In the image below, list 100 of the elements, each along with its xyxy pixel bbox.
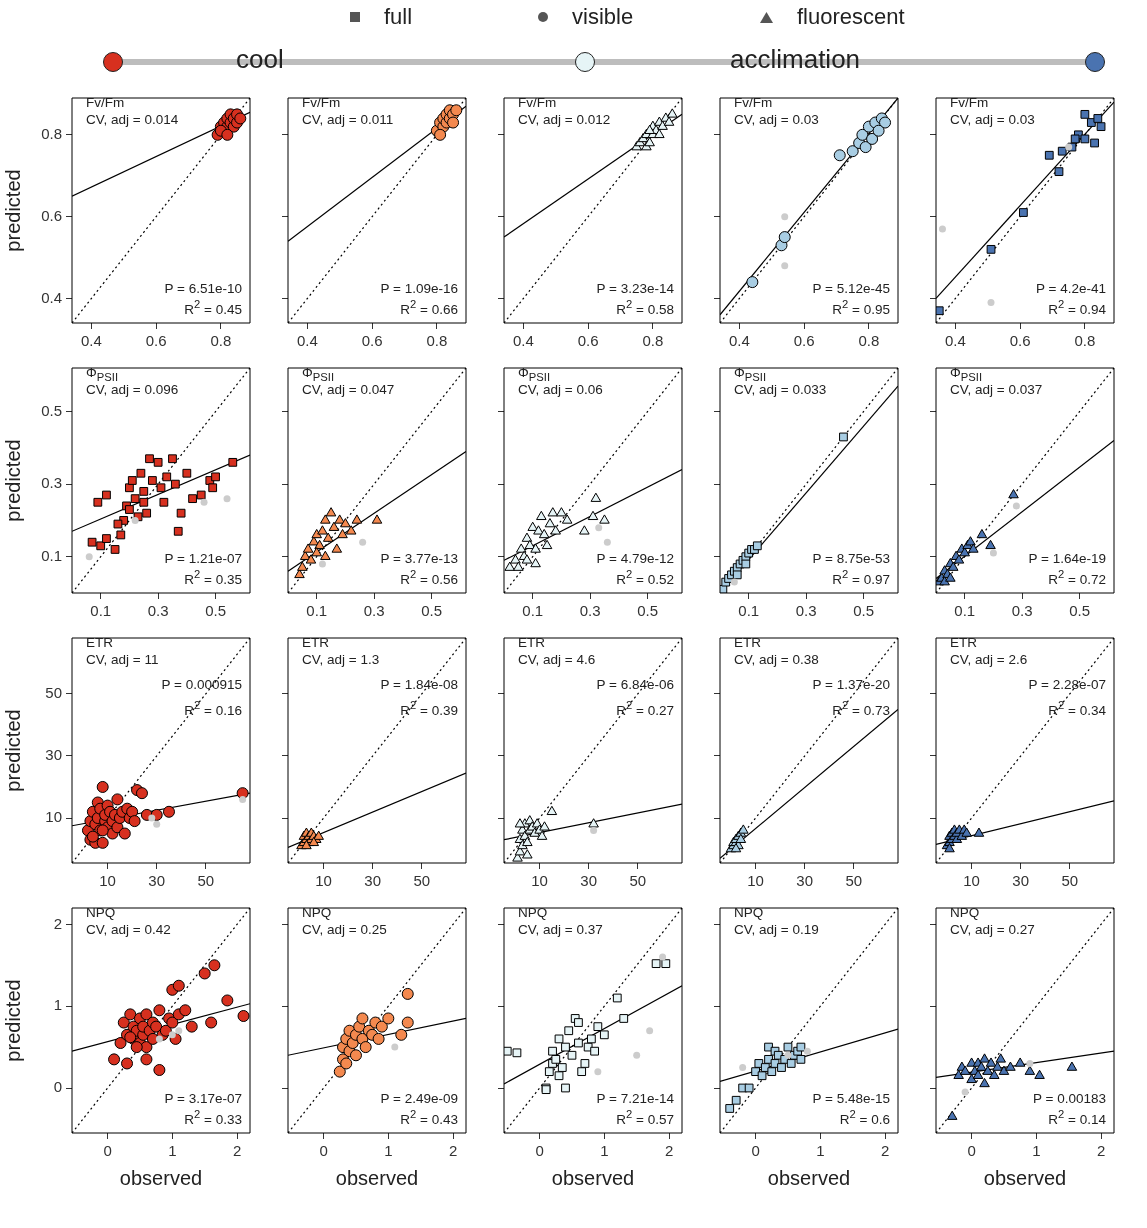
annotation: R$^{2}$ = 0.95 — [832, 296, 890, 317]
annotation: CV, adj = 0.011 — [302, 112, 394, 128]
annotation: P = 7.21e-14 — [596, 1091, 674, 1107]
x-tick-label: 0 — [967, 1142, 976, 1160]
annotation: ETR — [734, 635, 761, 651]
y-axis-title: predicted — [1, 709, 24, 792]
x-axis-title: observed — [983, 1166, 1067, 1189]
annotation: CV, adj = 11 — [86, 652, 159, 668]
annotation: P = 5.12e-45 — [812, 281, 890, 297]
x-axis-title: observed — [551, 1166, 635, 1189]
annotation: R$^{2}$ = 0.56 — [400, 566, 458, 587]
y-axis-title: predicted — [1, 979, 24, 1062]
annotation: CV, adj = 0.03 — [734, 112, 819, 128]
annotation: ETR — [950, 635, 977, 651]
x-tick-label: 0.6 — [793, 332, 815, 350]
x-tick-label: 30 — [148, 872, 166, 890]
x-tick-label: 0.8 — [1074, 332, 1096, 350]
annotation: Φ$_{PSII}$ — [86, 365, 119, 383]
text: fluorescent — [797, 4, 905, 30]
x-tick-label: 0.4 — [80, 332, 102, 350]
x-tick-label: 10 — [315, 872, 332, 890]
annotation: P = 1.21e-07 — [164, 551, 242, 567]
y-axis-title: predicted — [1, 169, 24, 252]
y-tick-label: 30 — [45, 746, 62, 764]
x-axis-title: observed — [767, 1166, 851, 1189]
annotation: NPQ — [734, 905, 764, 921]
annotation: R$^{2}$ = 0.66 — [400, 296, 458, 317]
x-tick-label: 30 — [364, 872, 382, 890]
text: cool — [236, 44, 284, 75]
annotation: R$^{2}$ = 0.39 — [400, 698, 458, 719]
x-tick-label: 0.4 — [944, 332, 966, 350]
y-tick-label: 0.3 — [41, 474, 62, 492]
annotation: R$^{2}$ = 0.97 — [832, 566, 890, 587]
y-tick-label: 0.1 — [41, 546, 62, 564]
annotation: CV, adj = 1.3 — [302, 652, 380, 668]
annotation: CV, adj = 0.03 — [950, 112, 1035, 128]
x-tick-label: 0.6 — [577, 332, 599, 350]
y-tick-label: 0.4 — [41, 288, 62, 306]
annotation: NPQ — [950, 905, 980, 921]
annotation: ETR — [518, 635, 545, 651]
x-tick-label: 0.5 — [637, 602, 658, 620]
annotation: P = 2.28e-07 — [1028, 677, 1106, 693]
x-tick-label: 2 — [1096, 1142, 1106, 1160]
x-tick-label: 0 — [319, 1142, 328, 1160]
annotation: Fv/Fm — [734, 95, 773, 111]
annotation: NPQ — [518, 905, 548, 921]
annotation: NPQ — [302, 905, 332, 921]
x-axis-title: observed — [335, 1166, 419, 1189]
annotation: R$^{2}$ = 0.58 — [616, 296, 674, 317]
x-tick-label: 0.1 — [954, 602, 976, 620]
y-tick-label: 0.8 — [41, 124, 62, 142]
annotation: P = 1.37e-20 — [812, 677, 890, 693]
x-tick-label: 0.3 — [363, 602, 385, 620]
x-tick-label: 0.8 — [858, 332, 880, 350]
x-tick-label: 0.8 — [210, 332, 232, 350]
y-tick-label: 50 — [45, 684, 62, 701]
x-tick-label: 10 — [531, 872, 548, 890]
annotation: P = 1.64e-19 — [1028, 551, 1106, 567]
x-tick-label: 0.4 — [296, 332, 318, 350]
x-tick-label: 50 — [629, 872, 647, 890]
annotation: P = 6.84e-06 — [596, 677, 674, 693]
annotation: CV, adj = 2.6 — [950, 652, 1028, 668]
y-tick-label: 0 — [53, 1078, 62, 1096]
x-tick-label: 1 — [1032, 1142, 1041, 1160]
annotation: CV, adj = 0.047 — [302, 382, 395, 398]
x-tick-label: 0.1 — [738, 602, 760, 620]
annotation: R$^{2}$ = 0.35 — [184, 566, 242, 587]
annotation: R$^{2}$ = 0.34 — [1048, 698, 1106, 719]
annotation: R$^{2}$ = 0.27 — [616, 698, 674, 719]
y-tick-label: 2 — [53, 914, 62, 932]
annotation: R$^{2}$ = 0.43 — [400, 1106, 458, 1127]
annotation: Φ$_{PSII}$ — [734, 365, 767, 383]
y-tick-label: 1 — [53, 996, 62, 1014]
annotation: P = 1.09e-16 — [380, 281, 458, 297]
annotation: P = 3.77e-13 — [380, 551, 458, 567]
annotation: CV, adj = 0.27 — [950, 922, 1035, 938]
x-tick-label: 1 — [384, 1142, 393, 1160]
x-axis-title: observed — [119, 1166, 203, 1189]
x-tick-label: 0.6 — [145, 332, 167, 350]
x-tick-label: 0.8 — [426, 332, 448, 350]
annotation: CV, adj = 0.25 — [302, 922, 387, 938]
x-tick-label: 0.5 — [421, 602, 442, 620]
x-tick-label: 0.5 — [205, 602, 226, 620]
annotation: R$^{2}$ = 0.33 — [184, 1106, 242, 1127]
x-tick-label: 0.5 — [853, 602, 874, 620]
annotation: CV, adj = 0.033 — [734, 382, 827, 398]
annotation: P = 4.79e-12 — [596, 551, 674, 567]
x-tick-label: 0.3 — [579, 602, 601, 620]
x-tick-label: 0 — [751, 1142, 760, 1160]
annotation: NPQ — [86, 905, 116, 921]
x-tick-label: 50 — [197, 872, 215, 890]
annotation: CV, adj = 0.037 — [950, 382, 1043, 398]
x-tick-label: 2 — [880, 1142, 890, 1160]
annotation: R$^{2}$ = 0.72 — [1048, 566, 1106, 587]
x-tick-label: 0.6 — [361, 332, 383, 350]
x-tick-label: 2 — [232, 1142, 242, 1160]
x-tick-label: 50 — [413, 872, 431, 890]
x-tick-label: 30 — [580, 872, 598, 890]
annotation: R$^{2}$ = 0.73 — [832, 698, 890, 719]
x-tick-label: 10 — [747, 872, 764, 890]
